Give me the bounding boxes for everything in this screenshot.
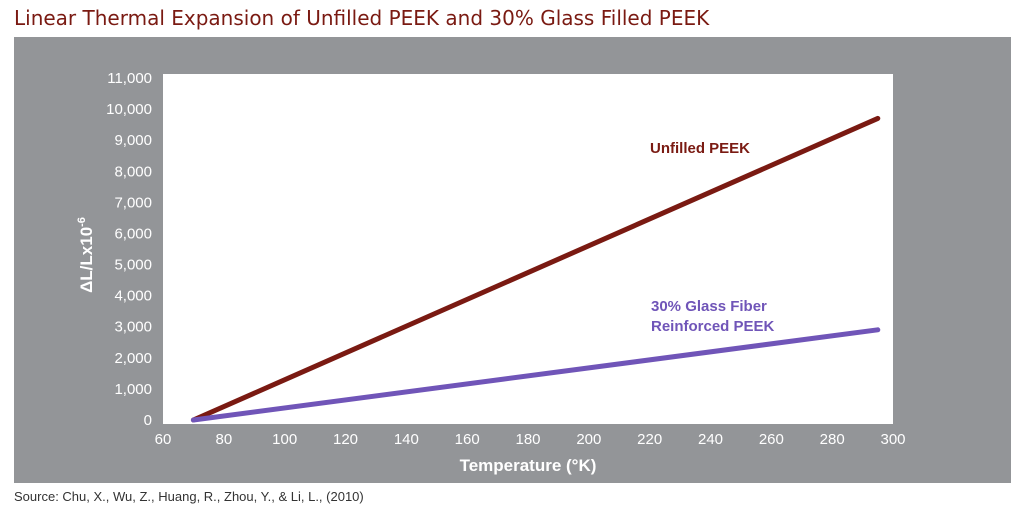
y-axis-title-exponent: -6 (76, 217, 88, 227)
x-tick-label: 120 (333, 431, 358, 448)
y-tick-label: 7,000 (114, 194, 152, 211)
x-tick-label: 160 (455, 431, 480, 448)
x-tick-label: 140 (394, 431, 419, 448)
y-tick-label: 1,000 (114, 381, 152, 398)
y-tick-label: 10,000 (106, 101, 152, 118)
x-tick-label: 80 (215, 431, 232, 448)
y-axis-ticks: 0 1,000 2,000 3,000 4,000 5,000 6,000 7,000 8,00… (106, 70, 152, 429)
x-tick-label: 220 (637, 431, 662, 448)
x-axis-title: Temperature (°K) (460, 456, 597, 475)
series-lines (190, 115, 881, 423)
x-tick-label: 240 (698, 431, 723, 448)
x-tick-label: 100 (272, 431, 297, 448)
series-label: Unfilled PEEK (650, 140, 750, 157)
y-tick-label: 3,000 (114, 319, 152, 336)
y-tick-label: 8,000 (114, 163, 152, 180)
source-citation: Source: Chu, X., Wu, Z., Huang, R., Zhou… (14, 489, 364, 504)
y-tick-label: 0 (144, 412, 152, 429)
y-tick-label: 2,000 (114, 350, 152, 367)
y-tick-label: 4,000 (114, 288, 152, 305)
x-tick-label: 200 (576, 431, 601, 448)
x-tick-label: 260 (759, 431, 784, 448)
x-axis-ticks: 60 80 100 120 140 160 180 200 220 240 260 280 300 (155, 431, 906, 448)
y-axis-title-base: ΔL/Lx10 (77, 227, 96, 293)
x-tick-label: 300 (880, 431, 905, 448)
y-tick-label: 11,000 (107, 70, 152, 87)
series-label-line: Unfilled PEEK (650, 140, 750, 157)
series-label-line: 30% Glass Fiber (651, 298, 767, 315)
x-tick-label: 280 (820, 431, 845, 448)
y-tick-label: 5,000 (114, 257, 152, 274)
plot-area (163, 74, 893, 424)
series-labels: Unfilled PEEK 30% Glass Fiber Reinforced P… (650, 140, 775, 335)
series-line (190, 115, 881, 423)
chart-title: Linear Thermal Expansion of Unfilled PEE… (14, 6, 710, 30)
y-axis-title: ΔL/Lx10-6 (76, 217, 96, 293)
y-tick-label: 6,000 (114, 225, 152, 242)
series-line (190, 327, 881, 423)
x-tick-label: 60 (155, 431, 172, 448)
series-label: 30% Glass Fiber Reinforced PEEK (651, 298, 775, 335)
y-tick-label: 9,000 (114, 132, 152, 149)
series-label-line: Reinforced PEEK (651, 318, 775, 335)
x-tick-label: 180 (515, 431, 540, 448)
